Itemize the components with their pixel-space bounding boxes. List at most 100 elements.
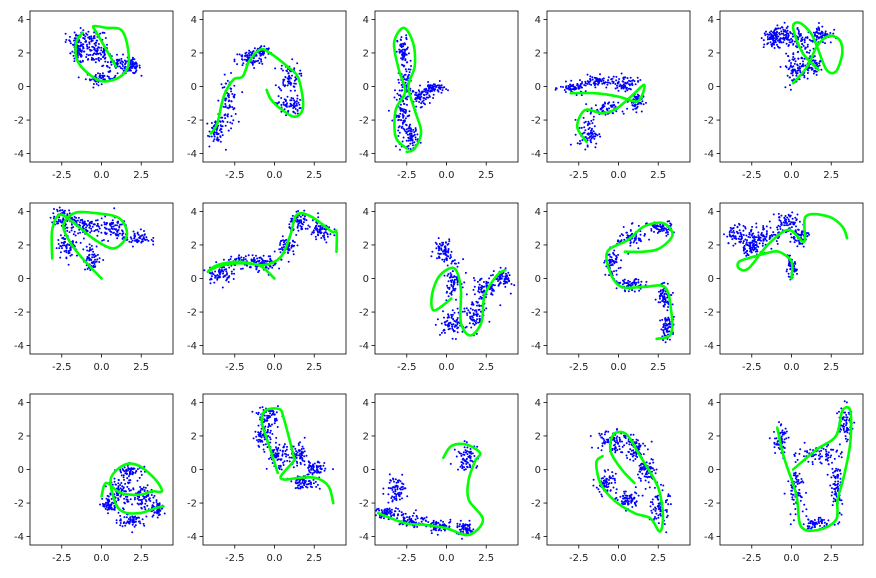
scatter-point — [263, 45, 266, 48]
x-tick-label: 2.5 — [650, 362, 666, 373]
scatter-point — [82, 29, 85, 32]
scatter-point — [296, 109, 299, 111]
scatter-point — [224, 117, 227, 120]
scatter-point — [555, 87, 557, 90]
scatter-point — [775, 240, 778, 243]
scatter-point — [793, 241, 796, 244]
scatter-point — [615, 269, 618, 272]
scatter-point — [800, 56, 803, 59]
scatter-point — [622, 87, 625, 90]
scatter-point — [590, 141, 593, 144]
scatter-point — [96, 219, 99, 222]
scatter-point — [801, 43, 804, 46]
scatter-point — [818, 22, 820, 24]
scatter-point — [288, 460, 291, 463]
scatter-point — [401, 64, 404, 66]
scatter-point — [779, 225, 782, 228]
scatter-point — [487, 281, 490, 284]
scatter-point — [308, 225, 311, 228]
scatter-point — [109, 493, 112, 496]
scatter-point — [789, 88, 792, 91]
green-curve — [430, 266, 507, 337]
scatter-point — [141, 238, 144, 241]
scatter-point — [470, 326, 473, 329]
scatter-point — [82, 248, 85, 251]
scatter-point — [396, 39, 399, 42]
scatter-point — [667, 302, 670, 305]
scatter-point — [123, 67, 126, 70]
scatter-point — [88, 78, 91, 81]
scatter-point — [423, 88, 426, 91]
scatter-point — [104, 231, 107, 234]
scatter-point — [88, 223, 91, 226]
scatter-point — [498, 275, 501, 278]
scatter-point — [97, 230, 100, 233]
scatter-point — [639, 79, 642, 81]
scatter-point — [448, 276, 451, 279]
scatter-point — [69, 246, 72, 249]
scatter-point — [663, 301, 666, 304]
scatter-point — [281, 235, 284, 238]
y-tick-label: -2 — [14, 499, 24, 510]
scatter-point — [810, 68, 813, 71]
scatter-point — [237, 120, 240, 123]
scatter-point — [591, 122, 594, 125]
scatter-point — [611, 80, 614, 83]
scatter-point — [273, 422, 276, 425]
scatter-point — [320, 237, 323, 239]
scatter-point — [743, 244, 746, 247]
scatter-point — [509, 292, 512, 295]
scatter-point — [217, 276, 220, 279]
y-tick-label: 2 — [708, 240, 714, 251]
scatter-point — [257, 271, 260, 274]
scatter-point — [57, 222, 60, 225]
scatter-point — [784, 33, 787, 36]
scatter-point — [790, 37, 793, 40]
scatter-point — [269, 436, 271, 439]
scatter-point — [471, 316, 474, 319]
scatter-point — [114, 74, 117, 77]
scatter-point — [275, 436, 278, 439]
scatter-point — [773, 37, 776, 40]
scatter-point — [63, 250, 66, 253]
scatter-point — [289, 89, 292, 92]
scatter-point — [588, 137, 590, 139]
scatter-point — [754, 246, 757, 249]
scatter-point — [230, 272, 233, 275]
y-tick-label: 0 — [363, 82, 369, 93]
scatter-point — [662, 325, 665, 328]
scatter-point — [617, 267, 620, 270]
scatter-point — [456, 283, 459, 286]
scatter-point — [733, 224, 736, 227]
scatter-point — [109, 230, 112, 233]
scatter-point — [93, 253, 96, 256]
scatter-point — [289, 220, 292, 223]
scatter-point — [271, 433, 274, 435]
scatter-point — [140, 470, 143, 473]
scatter-point — [115, 234, 118, 237]
scatter-point — [291, 214, 294, 217]
scatter-point — [221, 286, 224, 289]
scatter-point — [118, 232, 121, 235]
scatter-point — [478, 308, 481, 311]
scatter-point — [122, 508, 125, 511]
scatter-point — [277, 86, 280, 89]
y-tick-label: -4 — [531, 149, 541, 160]
scatter-point — [401, 140, 404, 143]
scatter-point — [56, 210, 59, 213]
y-tick-label: 2 — [363, 240, 369, 251]
scatter-point — [577, 87, 580, 90]
scatter-point — [291, 244, 294, 247]
scatter-point — [404, 52, 406, 55]
scatter-point — [826, 33, 829, 36]
scatter-point — [142, 522, 145, 525]
scatter-point — [428, 94, 431, 97]
scatter-point — [554, 88, 557, 91]
scatter-point — [227, 129, 230, 132]
scatter-point — [65, 223, 67, 226]
scatter-point — [406, 95, 409, 98]
scatter-point — [473, 293, 476, 296]
scatter-point — [401, 113, 404, 116]
scatter-point — [100, 83, 103, 86]
scatter-point — [219, 120, 221, 123]
